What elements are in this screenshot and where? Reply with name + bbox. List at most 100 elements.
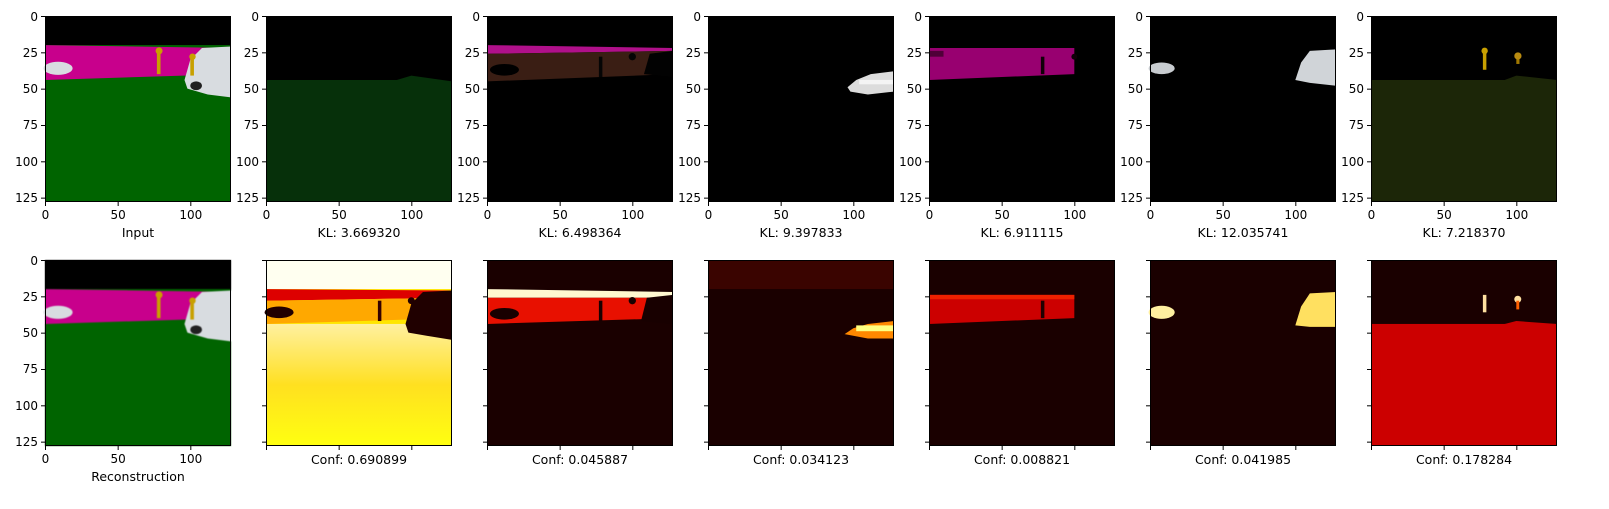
- panel-r2-c7: [1367, 260, 1557, 450]
- left-car: [43, 61, 73, 75]
- panel-image: [704, 16, 894, 206]
- x-tick-label: 0: [1367, 208, 1376, 222]
- panel-caption: Conf: 0.041985: [1194, 452, 1292, 467]
- heat-base: [1150, 260, 1336, 446]
- x-tick-label: 0: [704, 208, 713, 222]
- image-content: [1371, 260, 1557, 446]
- panel-caption: KL: 6.498364: [538, 225, 622, 240]
- image-content: [43, 260, 231, 446]
- y-tick-label: 100: [15, 398, 38, 413]
- pole-hole-left: [598, 56, 603, 78]
- right-car-heat: [1295, 291, 1336, 327]
- x-tick-label: 50: [1215, 208, 1231, 222]
- image-content: [708, 16, 894, 202]
- pole-mask-left: [1482, 47, 1487, 70]
- image-content: [487, 16, 673, 202]
- pole-heat: [598, 300, 603, 322]
- panel-r1-c7: [1367, 16, 1557, 206]
- y-tick-label: 125: [1120, 191, 1143, 206]
- car-highlight: [859, 79, 894, 85]
- panel-caption: Input: [121, 225, 155, 240]
- right-car-hole: [643, 50, 673, 78]
- pole-left: [156, 47, 161, 75]
- panel-r1-c2: [262, 16, 452, 206]
- y-tick-label: 100: [457, 154, 480, 169]
- building-heat: [266, 297, 452, 324]
- sky-heat: [266, 260, 452, 290]
- masked-background: [929, 16, 1115, 202]
- y-tick-label: 125: [457, 191, 480, 206]
- masked-background: [708, 16, 894, 202]
- image-content: [1148, 16, 1336, 202]
- y-tick-label: 50: [243, 82, 259, 97]
- pole-heat-left: [1482, 294, 1487, 313]
- x-tick-label: 50: [110, 452, 126, 466]
- sign-right: [189, 297, 196, 304]
- y-tick-label: 125: [236, 191, 259, 206]
- y-tick-label: 0: [1356, 9, 1364, 24]
- right-car-wheel: [190, 81, 202, 91]
- y-tick-label: 25: [22, 289, 38, 304]
- panel-r2-c6: [1146, 260, 1336, 450]
- panel-caption: KL: 7.218370: [1422, 225, 1506, 240]
- panel-r2-c3: [483, 260, 673, 450]
- panel-caption: Conf: 0.045887: [531, 452, 629, 467]
- axes-frame: [487, 16, 673, 202]
- x-tick-label: 50: [552, 208, 568, 222]
- axes-frame: [1150, 260, 1336, 446]
- y-tick-label: 25: [22, 45, 38, 60]
- panel-image: [41, 260, 231, 450]
- y-tick-label: 75: [22, 118, 38, 133]
- pole-mask-right: [1516, 55, 1520, 64]
- car-heat-core: [856, 325, 894, 332]
- panel-image: [262, 16, 452, 206]
- panel-image: [704, 260, 894, 450]
- building-mask: [929, 47, 1075, 80]
- road-region-lower: [45, 74, 231, 202]
- x-tick-label: 0: [262, 208, 271, 222]
- image-content: [266, 16, 452, 202]
- panel-image: [483, 260, 673, 450]
- heat-base: [929, 260, 1115, 446]
- panel-r2-c1: [41, 260, 231, 450]
- road-region-lower: [45, 318, 231, 446]
- y-tick-label: 75: [1127, 118, 1143, 133]
- sign-heat-right: [1514, 295, 1522, 303]
- image-content: [708, 260, 894, 446]
- pole-right: [190, 299, 194, 320]
- sign-mask-left: [1481, 47, 1488, 55]
- y-tick-label: 25: [464, 45, 480, 60]
- y-tick-label: 25: [1127, 45, 1143, 60]
- image-content: [487, 260, 673, 446]
- right-car-mask: [1295, 49, 1336, 86]
- y-tick-label: 50: [22, 82, 38, 97]
- building-top-heat: [266, 289, 452, 301]
- panel-caption: KL: 12.035741: [1197, 225, 1289, 240]
- y-tick-label: 0: [472, 9, 480, 24]
- heat-base: [708, 260, 894, 446]
- building-top-heat: [487, 289, 673, 298]
- x-tick-label: 100: [1063, 208, 1087, 222]
- axes-frame: [929, 260, 1115, 446]
- panel-image: [925, 16, 1115, 206]
- y-tick-label: 50: [464, 82, 480, 97]
- road-mask: [1371, 75, 1557, 202]
- sign-mask-right: [1514, 52, 1522, 60]
- pole-hole: [1040, 56, 1045, 75]
- y-tick-label: 125: [899, 191, 922, 206]
- y-tick-label: 50: [1127, 82, 1143, 97]
- axes-frame: [45, 16, 231, 202]
- panel-image: [1367, 16, 1557, 206]
- panel-caption: Reconstruction: [91, 469, 185, 484]
- y-tick-label: 50: [685, 82, 701, 97]
- pole-left: [156, 291, 161, 319]
- panel-image: [262, 260, 452, 450]
- panel-caption: Conf: 0.008821: [973, 452, 1071, 467]
- panel-r2-c5: [925, 260, 1115, 450]
- panel-image: [41, 16, 231, 206]
- y-tick-label: 100: [236, 154, 259, 169]
- x-tick-label: 100: [1505, 208, 1529, 222]
- panel-image: [1146, 260, 1336, 450]
- panel-image: [925, 260, 1115, 450]
- x-tick-label: 50: [773, 208, 789, 222]
